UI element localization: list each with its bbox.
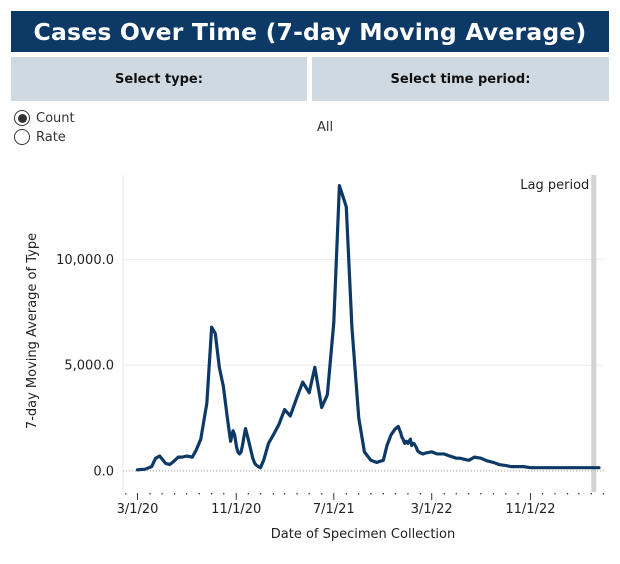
radio-option-rate[interactable]: Rate — [14, 129, 66, 145]
radio-option-count[interactable]: Count — [14, 110, 75, 126]
y-axis-title: 7-day Moving Average of Type — [25, 233, 40, 429]
y-tick-label: 5,000.0 — [64, 359, 114, 374]
series-line-0 — [135, 183, 601, 472]
time-period-select[interactable]: All — [317, 120, 334, 135]
radio-label-rate: Rate — [36, 129, 66, 145]
x-tick-label: 7/1/21 — [313, 502, 355, 517]
radio-selected-icon[interactable] — [14, 110, 30, 126]
lag-period-band-group — [591, 175, 597, 492]
x-minor-tick — [578, 493, 580, 495]
x-tick-label: 11/1/22 — [505, 502, 555, 517]
x-tick-label: 11/1/20 — [211, 502, 261, 517]
x-minor-tick — [419, 493, 422, 495]
radio-label-count: Count — [36, 110, 75, 126]
x-minor-tick — [186, 493, 188, 495]
x-minor-tick — [173, 493, 176, 495]
chart-labels: 0.0 5,000.0 10,000.0 Lag period 3/1/20 11/1/2… — [25, 178, 589, 542]
x-minor-tick — [149, 493, 151, 495]
x-minor-tick — [358, 493, 360, 495]
x-minor-tick — [602, 493, 604, 495]
radio-unselected-icon[interactable] — [14, 129, 30, 145]
x-minor-tick — [394, 493, 397, 495]
select-type-header: Select type: — [11, 57, 307, 101]
x-minor-tick — [247, 493, 249, 495]
x-minor-tick — [505, 493, 507, 495]
x-minor-tick — [284, 493, 286, 495]
x-minor-tick — [223, 493, 225, 495]
x-minor-tick — [211, 493, 213, 495]
x-minor-tick — [308, 493, 310, 495]
x-minor-tick — [198, 493, 200, 495]
series-group — [135, 183, 601, 472]
y-tick-label: 10,000.0 — [56, 253, 114, 268]
x-minor-tick — [455, 493, 457, 495]
x-axis-title: Date of Specimen Collection — [271, 527, 455, 542]
x-minor-tick — [480, 493, 482, 495]
x-minor-tick — [590, 493, 592, 495]
x-minor-tick — [272, 493, 274, 495]
page-title: Cases Over Time (7-day Moving Average) — [11, 11, 609, 52]
x-minor-tick — [296, 493, 298, 495]
x-minor-tick — [554, 493, 556, 495]
x-minor-tick — [321, 493, 323, 495]
x-minor-tick — [125, 493, 127, 495]
x-minor-tick — [492, 493, 494, 495]
lag-period-label: Lag period — [520, 178, 589, 193]
x-minor-tick — [370, 493, 372, 495]
x-minor-tick — [260, 493, 262, 495]
x-minor-tick — [161, 493, 163, 495]
x-minor-tick — [468, 493, 470, 495]
lag-period-band — [591, 175, 597, 492]
x-tick-label: 3/1/22 — [411, 502, 453, 517]
x-minor-tick — [541, 493, 544, 495]
axes — [125, 493, 604, 500]
y-tick-label: 0.0 — [93, 464, 114, 479]
x-minor-tick — [517, 493, 519, 495]
x-minor-tick — [566, 493, 569, 495]
x-tick-label: 3/1/20 — [117, 502, 159, 517]
select-period-header: Select time period: — [312, 57, 609, 101]
x-minor-tick — [382, 493, 384, 495]
gridlines — [122, 175, 605, 492]
x-minor-tick — [443, 493, 445, 495]
x-minor-tick — [407, 493, 409, 495]
x-minor-tick — [345, 493, 347, 495]
